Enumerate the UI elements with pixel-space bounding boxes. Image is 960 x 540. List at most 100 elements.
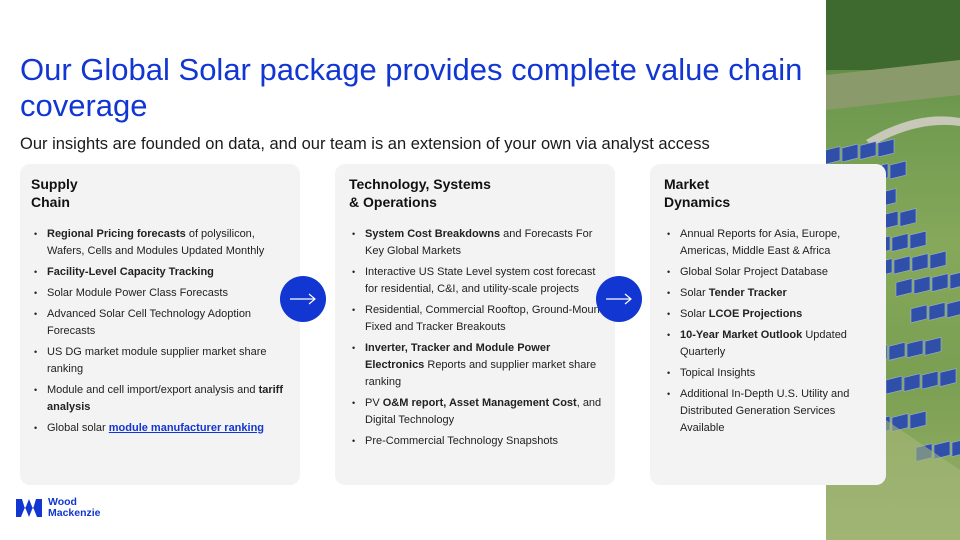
item-text: Residential, Commercial Rooftop, Ground-…	[365, 304, 603, 333]
item-text: Global Solar Project Database	[680, 266, 828, 278]
wood-mackenzie-logo-icon	[16, 499, 42, 517]
bold-text: LCOE Projections	[708, 308, 803, 320]
solar-panel	[910, 304, 928, 324]
solar-panel	[906, 339, 924, 359]
item-text: Reports and supplier market share rankin…	[365, 359, 597, 388]
solar-panel	[885, 375, 903, 395]
list-item: Global solar module manufacturer ranking	[32, 420, 292, 437]
solar-panel	[946, 299, 960, 319]
item-text: Solar Module Power Class Forecasts	[47, 287, 228, 299]
item-text: PV	[365, 397, 383, 409]
solar-panel	[893, 255, 911, 275]
ranking-link[interactable]: module manufacturer ranking	[108, 422, 265, 434]
list-item: US DG market module supplier market shar…	[32, 344, 292, 378]
solar-panel	[909, 410, 927, 430]
card-heading-line1: Supply	[31, 176, 78, 192]
list-item: Solar LCOE Projections	[665, 306, 878, 323]
bold-text: Facility-Level Capacity Tracking	[47, 266, 214, 278]
list-item: Solar Module Power Class Forecasts	[32, 285, 292, 302]
solar-panel	[888, 341, 906, 361]
bold-text: Tender Tracker	[708, 287, 787, 299]
list-item: Additional In-Depth U.S. Utility and Dis…	[665, 386, 878, 437]
list-item: System Cost Breakdowns and Forecasts For…	[350, 226, 607, 260]
list-item: Residential, Commercial Rooftop, Ground-…	[350, 302, 607, 336]
solar-panel	[877, 138, 895, 158]
solar-panel	[895, 278, 913, 297]
logo-line1: Wood	[48, 496, 77, 508]
list-item: Annual Reports for Asia, Europe, America…	[665, 226, 878, 260]
card-heading-line2: Dynamics	[664, 194, 731, 210]
list-item: Solar Tender Tracker	[665, 285, 878, 302]
arrow-right-icon	[596, 276, 642, 322]
solar-panel	[921, 370, 939, 390]
item-text: Solar	[680, 287, 709, 299]
card-heading-line2: Chain	[31, 194, 70, 210]
solar-panel	[949, 270, 960, 290]
list-item: Pre-Commercial Technology Snapshots	[350, 433, 607, 450]
item-text: , and Digital Technology	[365, 397, 602, 426]
item-text: Pre-Commercial Technology Snapshots	[365, 435, 558, 447]
solar-panel	[841, 143, 859, 163]
item-text: US DG market module supplier market shar…	[47, 346, 267, 375]
solar-panel	[951, 438, 960, 457]
solar-panel	[911, 253, 929, 272]
solar-panel	[891, 233, 909, 252]
card-heading: Supply Chain	[31, 175, 300, 211]
solar-panel	[931, 273, 949, 292]
logo-line2: Mackenzie	[48, 507, 101, 519]
solar-panel	[928, 301, 946, 321]
bullet-list: Regional Pricing forecasts of polysilico…	[32, 226, 292, 437]
solar-panel	[859, 141, 877, 160]
bold-text: Inverter, Tracker and Module Power Elect…	[365, 342, 551, 371]
list-item: Inverter, Tracker and Module Power Elect…	[350, 340, 607, 391]
solar-panel	[933, 440, 951, 460]
solar-panel	[899, 208, 917, 227]
card-heading-line2: & Operations	[349, 194, 437, 210]
solar-panel	[913, 275, 931, 295]
list-item: Topical Insights	[665, 365, 878, 382]
list-item: Interactive US State Level system cost f…	[350, 264, 607, 298]
item-text: Interactive US State Level system cost f…	[365, 266, 596, 295]
supply-chain-card: Supply Chain Regional Pricing forecasts …	[20, 164, 300, 485]
list-item: PV O&M report, Asset Management Cost, an…	[350, 395, 607, 429]
item-text: and Forecasts For Key Global Markets	[365, 228, 593, 257]
item-text: Global solar	[47, 422, 109, 434]
solar-panel	[826, 146, 841, 165]
solar-panel	[903, 373, 921, 392]
card-heading: Technology, Systems & Operations	[349, 175, 615, 211]
list-item: Facility-Level Capacity Tracking	[32, 264, 292, 281]
card-heading: Market Dynamics	[664, 175, 886, 211]
list-item: Advanced Solar Cell Technology Adoption …	[32, 306, 292, 340]
list-item: Regional Pricing forecasts of polysilico…	[32, 226, 292, 260]
item-text: of polysilicon, Wafers, Cells and Module…	[47, 228, 265, 257]
list-item: Module and cell import/export analysis a…	[32, 382, 292, 416]
bold-text: tariff analysis	[47, 384, 284, 413]
slide-subtitle: Our insights are founded on data, and ou…	[20, 135, 710, 153]
item-text: Topical Insights	[680, 367, 756, 379]
item-text: Additional In-Depth U.S. Utility and Dis…	[680, 388, 850, 434]
list-item: Global Solar Project Database	[665, 264, 878, 281]
solar-panel	[909, 230, 927, 250]
item-text: Solar	[680, 308, 709, 320]
solar-panel	[929, 250, 947, 270]
card-heading-line1: Market	[664, 176, 710, 192]
solar-panel	[939, 368, 957, 387]
list-item: 10-Year Market Outlook Updated Quarterly	[665, 327, 878, 361]
market-dynamics-card: Market Dynamics Annual Reports for Asia,…	[650, 164, 886, 485]
bold-text: 10-Year Market Outlook	[680, 329, 803, 341]
arrow-right-icon	[280, 276, 326, 322]
bold-text: System Cost Breakdowns	[365, 228, 501, 240]
bold-text: O&M report, Asset Management Cost	[382, 397, 577, 409]
bullet-list: Annual Reports for Asia, Europe, America…	[665, 226, 878, 437]
solar-panel	[889, 160, 907, 180]
logo-text: Wood Mackenzie	[48, 497, 101, 519]
item-text: Updated Quarterly	[680, 329, 847, 358]
card-heading-line1: Technology, Systems	[349, 176, 491, 192]
item-text: Module and cell import/export analysis a…	[47, 384, 259, 396]
technology-systems-card: Technology, Systems & Operations System …	[335, 164, 615, 485]
item-text: Advanced Solar Cell Technology Adoption …	[47, 308, 252, 337]
bold-text: Regional Pricing forecasts	[47, 228, 186, 240]
slide-title: Our Global Solar package provides comple…	[20, 52, 803, 123]
company-logo: Wood Mackenzie	[16, 497, 101, 519]
bullet-list: System Cost Breakdowns and Forecasts For…	[350, 226, 607, 450]
